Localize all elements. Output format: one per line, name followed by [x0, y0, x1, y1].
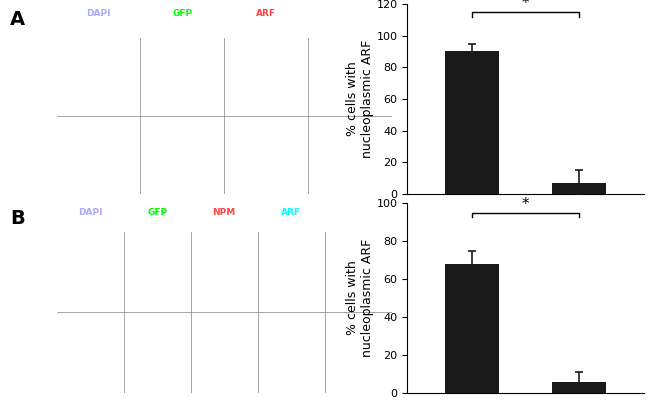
Text: DAPI: DAPI	[78, 208, 102, 217]
Text: A: A	[10, 10, 25, 29]
Text: DAPI: DAPI	[86, 9, 110, 18]
Text: GFP: GFP	[172, 9, 192, 18]
Text: Ad-GLT: Ad-GLT	[25, 257, 34, 287]
Y-axis label: % cells with
nucleoplasmic ARF: % cells with nucleoplasmic ARF	[346, 239, 374, 357]
Bar	[552, 183, 606, 194]
Text: Merge: Merge	[342, 208, 374, 217]
Y-axis label: % cells with
nucleoplasmic ARF: % cells with nucleoplasmic ARF	[346, 40, 374, 158]
Text: ARF: ARF	[281, 208, 301, 217]
Text: Ad-GFP: Ad-GFP	[25, 337, 34, 369]
Text: Ad-GLT: Ad-GLT	[25, 62, 34, 92]
Bar	[445, 51, 499, 194]
Text: GFP: GFP	[147, 208, 167, 217]
Bar	[445, 264, 499, 393]
Text: ARF: ARF	[256, 9, 276, 18]
Text: *: *	[521, 197, 529, 212]
Text: B: B	[10, 209, 25, 228]
Text: NPM: NPM	[213, 208, 236, 217]
Text: Merge: Merge	[334, 9, 366, 18]
Text: *: *	[521, 0, 529, 11]
Bar	[552, 382, 606, 393]
Text: Ad-GFP: Ad-GFP	[25, 139, 34, 171]
